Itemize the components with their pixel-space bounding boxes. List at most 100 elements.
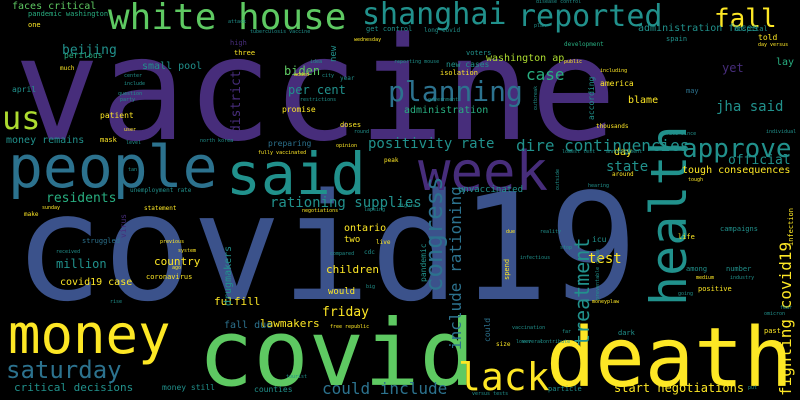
word-long-covid: long covid: [424, 27, 461, 34]
word-previous: previous: [160, 239, 185, 245]
word-due: due: [506, 229, 516, 235]
word-number: number: [726, 265, 752, 273]
word-around: around: [612, 171, 634, 178]
word-received: received: [56, 249, 81, 255]
word-counties: counties: [254, 385, 293, 394]
word-mask: mask: [100, 136, 117, 144]
word-question: question: [118, 91, 143, 97]
word-america: america: [600, 79, 634, 88]
word-critical-decisions: critical decisions: [14, 381, 134, 394]
word-biden: biden: [284, 64, 321, 78]
word-center: center: [124, 73, 143, 79]
word-thousands: thousands: [596, 123, 629, 130]
word-administration: administration: [404, 105, 489, 116]
word-fully-vaccinated: fully vaccinated: [258, 150, 307, 156]
word-include: include: [124, 81, 146, 87]
word-saturday: saturday: [6, 356, 122, 384]
word-lack: lack: [458, 355, 550, 399]
word-lapsing: lapsing: [364, 207, 386, 213]
word-reported: reported: [518, 0, 663, 34]
word-drugmakers: drugmakers: [223, 245, 234, 306]
word-money: money: [8, 303, 171, 366]
word-fear: fear: [780, 305, 793, 311]
word-us: us: [2, 99, 41, 137]
word-among: among: [686, 265, 708, 273]
word-individual: individual: [766, 129, 797, 135]
word-infection: infection: [787, 208, 795, 246]
word-preventable-cause: preventable cause: [595, 248, 601, 300]
word-size: size: [496, 341, 511, 348]
word-high: high: [230, 39, 247, 47]
word-lawmakers: lawmakers: [260, 317, 320, 330]
word-rate-since: rate since: [666, 131, 697, 137]
word-omicron: omicron: [764, 311, 786, 317]
word-plan: plan: [534, 23, 547, 29]
word-announcement: announcement: [606, 149, 643, 155]
word-day: day: [614, 147, 633, 158]
word-disease-control: disease control: [536, 0, 582, 5]
word-wednesday: wednesday: [354, 37, 382, 43]
word-attack: attack: [228, 19, 247, 25]
word-life: life: [678, 233, 695, 241]
word-tough: tough: [688, 177, 704, 183]
word-children: children: [326, 263, 379, 276]
word-opinion: opinion: [336, 143, 358, 149]
word-could: could: [483, 317, 492, 342]
word-reporting-mouse: reporting mouse: [394, 59, 440, 65]
word-may: may: [686, 87, 699, 95]
word-fall: fall: [714, 4, 777, 34]
word-city: city: [322, 73, 335, 79]
word-cdc: cdc: [364, 249, 375, 256]
word-rise: rise: [110, 299, 123, 305]
word-told: told: [758, 33, 778, 42]
word-perilous: perilous: [64, 51, 103, 60]
word-start-negotiations: start negotiations: [614, 381, 745, 395]
word-isolation: isolation: [440, 69, 478, 77]
word-system: system: [178, 248, 197, 254]
word-campaigns: campaigns: [720, 225, 758, 233]
word-money-remains: money remains: [6, 135, 85, 146]
word-official: official: [728, 153, 791, 168]
word-make: make: [24, 211, 39, 218]
word-test: test: [588, 251, 622, 267]
word-state: state: [606, 159, 649, 175]
word-coronavirus: coronavirus: [146, 273, 193, 281]
word-ontario: ontario: [344, 223, 387, 234]
word-negotiations: negotiations: [302, 208, 339, 214]
word-people: people: [8, 133, 218, 201]
word-one: one: [28, 21, 41, 29]
word-approve: approve: [682, 134, 792, 164]
word-lowest-test: lowest test: [562, 149, 596, 155]
word-figure: figure: [398, 203, 417, 209]
word-free-republic: free republic: [330, 324, 370, 330]
word-going: going: [678, 291, 694, 297]
word-jha-said: jha said: [716, 99, 784, 115]
word-planning: planning: [388, 75, 523, 108]
word-party: party: [120, 97, 136, 103]
word-vaccination: vaccination: [512, 325, 546, 331]
word-moneyplaw: moneyplaw: [592, 299, 620, 305]
word-money-still: money still: [162, 383, 215, 392]
word-year: year: [340, 75, 355, 82]
word-hearing: hearing: [588, 183, 610, 189]
word-covid19-case: covid19 case: [60, 277, 133, 288]
word-big: big: [366, 284, 376, 290]
word-week: week: [418, 140, 549, 203]
word-positivity-rate: positivity rate: [368, 136, 495, 152]
word-several: several: [522, 339, 544, 345]
word-outside: outside: [555, 168, 561, 190]
word-case: case: [526, 65, 565, 84]
word-rationing-supplies: rationing supplies: [270, 195, 422, 211]
word-live: live: [376, 239, 391, 246]
word-preparing: preparing: [268, 139, 312, 148]
word-put: put: [748, 385, 758, 391]
word-promise: promise: [282, 105, 316, 114]
word-round: round: [354, 129, 370, 135]
word-restrictions: restrictions: [300, 97, 337, 103]
word-per-cent: per cent: [288, 83, 346, 97]
word-district: district: [229, 70, 244, 133]
word-friday: friday: [322, 305, 369, 320]
word-unvaccinated: unvaccinated: [458, 185, 524, 195]
word-residents: residents: [46, 191, 117, 206]
